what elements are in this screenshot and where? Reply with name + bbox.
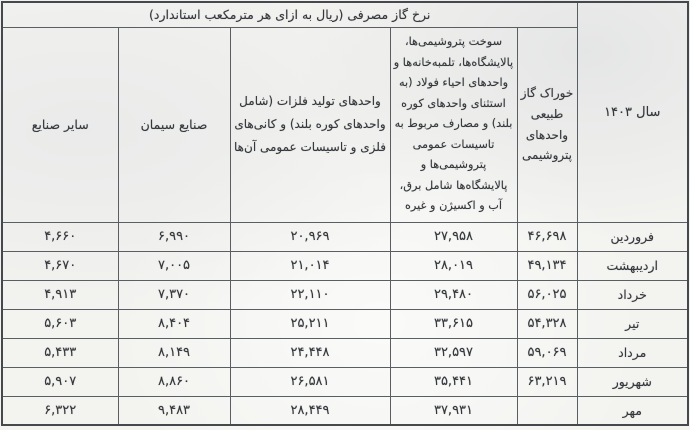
metals-value: ۲۸,۴۴۹: [229, 395, 391, 426]
table-row-khordad: خرداد ۵۶,۰۲۵ ۲۹,۴۸۰ ۲۲,۱۱۰ ۷,۳۷۰ ۴,۹۱۳: [1, 279, 689, 310]
table-row-mordad: مرداد ۵۹,۰۶۹ ۳۲,۵۹۷ ۲۴,۴۴۸ ۸,۱۴۹ ۵,۴۳۳: [1, 337, 689, 368]
table-row-mehr: مهر ۳۷,۹۳۱ ۲۸,۴۴۹ ۹,۴۸۳ ۶,۳۲۲: [1, 395, 689, 426]
table-row-shahrivar: شهریور ۶۳,۲۱۹ ۳۵,۴۴۱ ۲۶,۵۸۱ ۸,۸۶۰ ۵,۹۰۷: [1, 366, 689, 397]
cement-value: ۹,۴۸۳: [117, 395, 231, 426]
table-title-row: سال ۱۴۰۳ نرخ گاز مصرفی (ریال به ازای هر …: [1, 1, 689, 223]
feed-value: ۵۹,۰۶۹: [516, 337, 578, 368]
feed-value: ۴۶,۶۹۸: [516, 221, 578, 252]
feed-value: ۶۳,۲۱۹: [516, 366, 578, 397]
other-value: ۶,۳۲۲: [1, 395, 119, 426]
year-header-cell: سال ۱۴۰۳: [576, 1, 689, 223]
cement-value: ۸,۱۴۹: [117, 337, 231, 368]
month-label: خرداد: [576, 279, 689, 310]
feed-value: ۵۴,۳۲۸: [516, 308, 578, 339]
month-label: مهر: [576, 395, 689, 426]
fuel-value: ۲۹,۴۸۰: [389, 279, 518, 310]
feed-value: ۴۹,۱۳۴: [516, 250, 578, 281]
metals-value: ۲۱,۰۱۴: [229, 250, 391, 281]
other-value: ۵,۹۰۷: [1, 366, 119, 397]
month-label: فروردین: [576, 221, 689, 252]
month-label: اردیبهشت: [576, 250, 689, 281]
table-row-ordibehesht: اردیبهشت ۴۹,۱۳۴ ۲۸,۰۱۹ ۲۱,۰۱۴ ۷,۰۰۵ ۴,۶۷…: [1, 250, 689, 281]
fuel-value: ۳۲,۵۹۷: [389, 337, 518, 368]
other-value: ۵,۶۰۳: [1, 308, 119, 339]
fuel-value: ۲۸,۰۱۹: [389, 250, 518, 281]
column-header-other: سایر صنایع: [1, 26, 119, 223]
fuel-value: ۳۷,۹۳۱: [389, 395, 518, 426]
other-value: ۴,۶۶۰: [1, 221, 119, 252]
column-header-metals: واحدهای تولید فلزات (شامل واحدهای کوره ب…: [229, 26, 391, 223]
cement-value: ۸,۸۶۰: [117, 366, 231, 397]
column-header-fuel: سوخت پتروشیمی‌ها، پالایشگاه‌ها، تلمبه‌خا…: [389, 26, 518, 223]
table-row-tir: تیر ۵۴,۳۲۸ ۳۳,۶۱۵ ۲۵,۲۱۱ ۸,۴۰۴ ۵,۶۰۳: [1, 308, 689, 339]
cement-value: ۷,۰۰۵: [117, 250, 231, 281]
table-title-cell: نرخ گاز مصرفی (ریال به ازای هر مترمکعب ا…: [1, 1, 578, 28]
feed-value: ۵۶,۰۲۵: [516, 279, 578, 310]
cement-value: ۸,۴۰۴: [117, 308, 231, 339]
metals-value: ۲۵,۲۱۱: [229, 308, 391, 339]
month-label: شهریور: [576, 366, 689, 397]
month-label: تیر: [576, 308, 689, 339]
metals-value: ۲۴,۴۴۸: [229, 337, 391, 368]
column-header-row: خوراک گاز طبیعی واحدهای پتروشیمی سوخت پت…: [1, 26, 688, 223]
metals-value: ۲۲,۱۱۰: [229, 279, 391, 310]
metals-value: ۲۰,۹۶۹: [229, 221, 391, 252]
fuel-value: ۲۷,۹۵۸: [389, 221, 518, 252]
other-value: ۵,۴۳۳: [1, 337, 119, 368]
month-label: مرداد: [576, 337, 689, 368]
metals-value: ۲۶,۵۸۱: [229, 366, 391, 397]
other-value: ۴,۶۷۰: [1, 250, 119, 281]
cement-value: ۷,۳۷۰: [117, 279, 231, 310]
cement-value: ۶,۹۹۰: [117, 221, 231, 252]
feed-value: [516, 395, 578, 426]
fuel-value: ۳۳,۶۱۵: [389, 308, 518, 339]
column-header-feed: خوراک گاز طبیعی واحدهای پتروشیمی: [516, 26, 578, 223]
other-value: ۴,۹۱۳: [1, 279, 119, 310]
column-header-cement: صنایع سیمان: [117, 26, 231, 223]
table-row-farvardin: فروردین ۴۶,۶۹۸ ۲۷,۹۵۸ ۲۰,۹۶۹ ۶,۹۹۰ ۴,۶۶۰: [1, 221, 689, 252]
fuel-value: ۳۵,۴۴۱: [389, 366, 518, 397]
